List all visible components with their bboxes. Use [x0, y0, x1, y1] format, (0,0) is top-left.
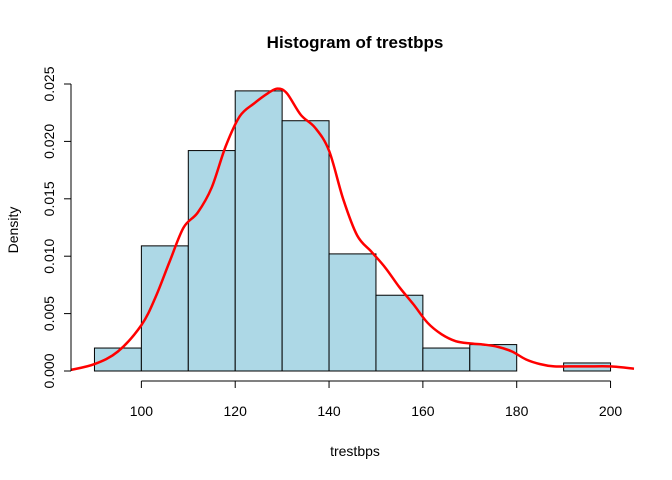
y-axis: 0.000 0.005 0.010 0.015 0.020 0.025	[41, 66, 72, 389]
x-axis-title: trestbps	[330, 443, 380, 459]
histogram-bar	[187, 150, 236, 372]
y-tick-label: 0.025	[41, 66, 57, 101]
x-tick-label: 140	[317, 403, 341, 419]
histogram-bar	[328, 253, 377, 372]
y-tick-label: 0.005	[41, 296, 57, 331]
histogram-bar	[140, 245, 189, 372]
x-tick-label: 100	[130, 403, 154, 419]
x-tick-label: 160	[411, 403, 435, 419]
histogram-bar	[469, 344, 518, 372]
histogram-bar	[234, 90, 283, 372]
y-axis-title: Density	[5, 207, 21, 254]
y-tick-label: 0.010	[41, 238, 57, 273]
x-axis: 100 120 140 160 180 200	[130, 380, 623, 419]
y-tick-label: 0.020	[41, 124, 57, 159]
x-tick-label: 200	[599, 403, 623, 419]
density-curve	[70, 87, 635, 372]
x-tick-label: 120	[224, 403, 248, 419]
x-tick-label: 180	[505, 403, 529, 419]
chart-title: Histogram of trestbps	[267, 33, 444, 52]
histogram-bar	[281, 120, 330, 372]
histogram-bar	[422, 347, 471, 372]
y-tick-label: 0.015	[41, 181, 57, 216]
y-tick-label: 0.000	[41, 353, 57, 388]
histogram-bars	[93, 90, 612, 372]
density-curve-layer	[70, 87, 635, 372]
